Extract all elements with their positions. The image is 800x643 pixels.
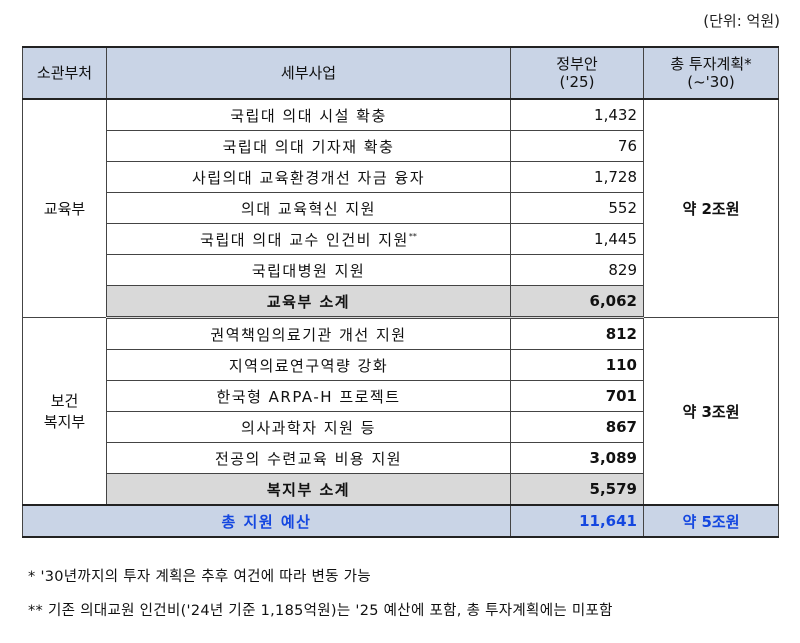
header-plan-line1: 총 투자계획*: [670, 55, 752, 73]
project-cell: 전공의 수련교육 비용 지원: [106, 442, 511, 474]
table-row: 지역의료연구역량 강화 110: [23, 349, 779, 381]
project-cell: 국립대 의대 시설 확충: [106, 98, 511, 131]
dept-welfare: 보건 복지부: [22, 317, 107, 506]
total-amount: 11,641: [510, 504, 644, 538]
header-total-plan: 총 투자계획* (~'30): [643, 46, 779, 100]
amount-cell: 110: [510, 349, 644, 381]
project-cell: 국립대병원 지원: [106, 254, 511, 286]
unit-label: (단위: 억원): [703, 12, 780, 30]
amount-cell: 1,432: [510, 98, 644, 131]
project-label: 국립대 의대 교수 인건비 지원: [200, 230, 409, 249]
subtotal-label: 복지부 소계: [106, 473, 511, 506]
dept-welfare-line2: 복지부: [43, 413, 86, 431]
table-row: 교육부 국립대 의대 시설 확충 1,432 약 2조원: [22, 98, 779, 318]
amount-cell: 701: [510, 380, 644, 412]
project-cell: 의대 교육혁신 지원: [106, 192, 511, 224]
plan-welfare: 약 3조원: [643, 317, 779, 506]
total-plan: 약 5조원: [643, 504, 779, 538]
subtotal-label: 교육부 소계: [106, 285, 511, 319]
table-row: 의대 교육혁신 지원 552: [23, 192, 779, 224]
header-row: 소관부처 세부사업 정부안 ('25) 총 투자계획* (~'30): [22, 46, 779, 100]
footnote-2: ** 기존 의대교원 인건비('24년 기준 1,185억원)는 '25 예산에…: [28, 603, 613, 619]
project-cell: 국립대 의대 교수 인건비 지원**: [106, 223, 511, 255]
subtotal-row-welfare: 복지부 소계 5,579: [23, 473, 779, 506]
project-cell: 국립대 의대 기자재 확충: [106, 130, 511, 162]
total-label: 총 지원 예산: [22, 504, 511, 538]
table-row: 국립대 의대 기자재 확충 76: [23, 130, 779, 162]
project-cell: 권역책임의료기관 개선 지원: [106, 317, 511, 350]
dept-education: 교육부: [22, 98, 107, 318]
project-cell: 의사과학자 지원 등: [106, 411, 511, 443]
header-plan-line2: (~'30): [687, 73, 735, 91]
table-row: 한국형 ARPA-H 프로젝트 701: [23, 380, 779, 412]
footnote-marker: **: [408, 231, 417, 241]
budget-table: 소관부처 세부사업 정부안 ('25) 총 투자계획* (~'30) 교육부 국…: [22, 46, 779, 538]
amount-cell: 3,089: [510, 442, 644, 474]
header-gov-line2: ('25): [559, 73, 595, 91]
subtotal-amount: 6,062: [510, 285, 644, 319]
header-dept: 소관부처: [22, 46, 107, 100]
project-cell: 한국형 ARPA-H 프로젝트: [106, 380, 511, 412]
amount-cell: 552: [510, 192, 644, 224]
table-row: 국립대 의대 교수 인건비 지원** 1,445: [23, 223, 779, 255]
total-row: 총 지원 예산 11,641 약 5조원: [22, 504, 779, 538]
table-row: 국립대병원 지원 829: [23, 254, 779, 286]
footnote-1: * '30년까지의 투자 계획은 추후 여건에 따라 변동 가능: [28, 569, 371, 585]
amount-cell: 812: [510, 317, 644, 350]
project-cell: 지역의료연구역량 강화: [106, 349, 511, 381]
amount-cell: 829: [510, 254, 644, 286]
amount-cell: 867: [510, 411, 644, 443]
dept-welfare-line1: 보건: [50, 392, 79, 410]
header-project: 세부사업: [106, 46, 511, 100]
plan-education: 약 2조원: [643, 98, 779, 318]
amount-cell: 76: [510, 130, 644, 162]
subtotal-row-education: 교육부 소계 6,062: [23, 285, 779, 319]
amount-cell: 1,728: [510, 161, 644, 193]
header-gov-line1: 정부안: [556, 55, 598, 73]
amount-cell: 1,445: [510, 223, 644, 255]
table-row: 전공의 수련교육 비용 지원 3,089: [23, 442, 779, 474]
subtotal-amount: 5,579: [510, 473, 644, 506]
table-row: 보건 복지부 권역책임의료기관 개선 지원 812 약 3조원: [22, 317, 779, 506]
header-gov-budget: 정부안 ('25): [510, 46, 644, 100]
project-cell: 사립의대 교육환경개선 자금 융자: [106, 161, 511, 193]
